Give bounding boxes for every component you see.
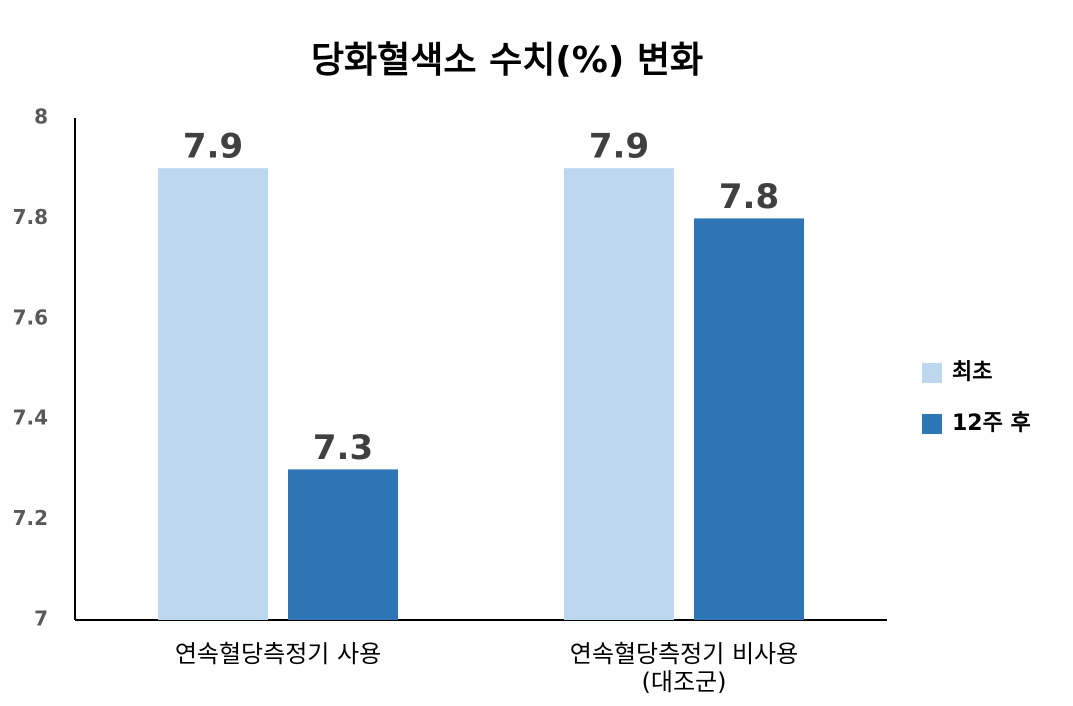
bar <box>694 218 804 620</box>
value-label: 7.3 <box>313 428 373 468</box>
y-tick-label: 7 <box>34 607 48 631</box>
y-tick-label: 7.6 <box>13 305 48 329</box>
y-tick-label: 8 <box>34 105 48 129</box>
chart-title: 당화혈색소 수치(%) 변화 <box>311 40 703 81</box>
bar <box>564 168 674 620</box>
legend-swatch <box>922 363 942 383</box>
value-label: 7.9 <box>589 127 649 167</box>
bar <box>288 469 398 620</box>
legend-swatch <box>922 414 942 434</box>
y-tick-label: 7.8 <box>13 205 48 229</box>
value-label: 7.9 <box>183 127 243 167</box>
legend-label: 12주 후 <box>952 411 1031 436</box>
value-label: 7.8 <box>719 177 779 217</box>
bar <box>158 168 268 620</box>
legend-label: 최초 <box>952 360 992 385</box>
y-tick-label: 7.2 <box>13 506 48 530</box>
x-tick-label: 연속혈당측정기 사용 <box>174 640 382 668</box>
x-tick-label: 연속혈당측정기 비사용 (대조군) <box>569 640 799 696</box>
y-tick-label: 7.4 <box>13 406 48 430</box>
